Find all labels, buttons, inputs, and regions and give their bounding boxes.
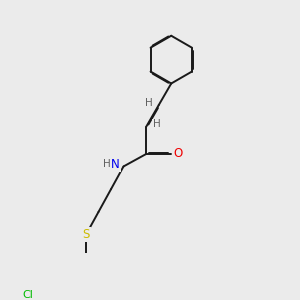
- Text: S: S: [82, 228, 90, 241]
- Text: H: H: [153, 119, 160, 129]
- Text: N: N: [111, 158, 120, 171]
- Text: O: O: [173, 148, 183, 160]
- Text: Cl: Cl: [22, 290, 33, 300]
- Text: H: H: [103, 159, 110, 169]
- Text: H: H: [145, 98, 152, 108]
